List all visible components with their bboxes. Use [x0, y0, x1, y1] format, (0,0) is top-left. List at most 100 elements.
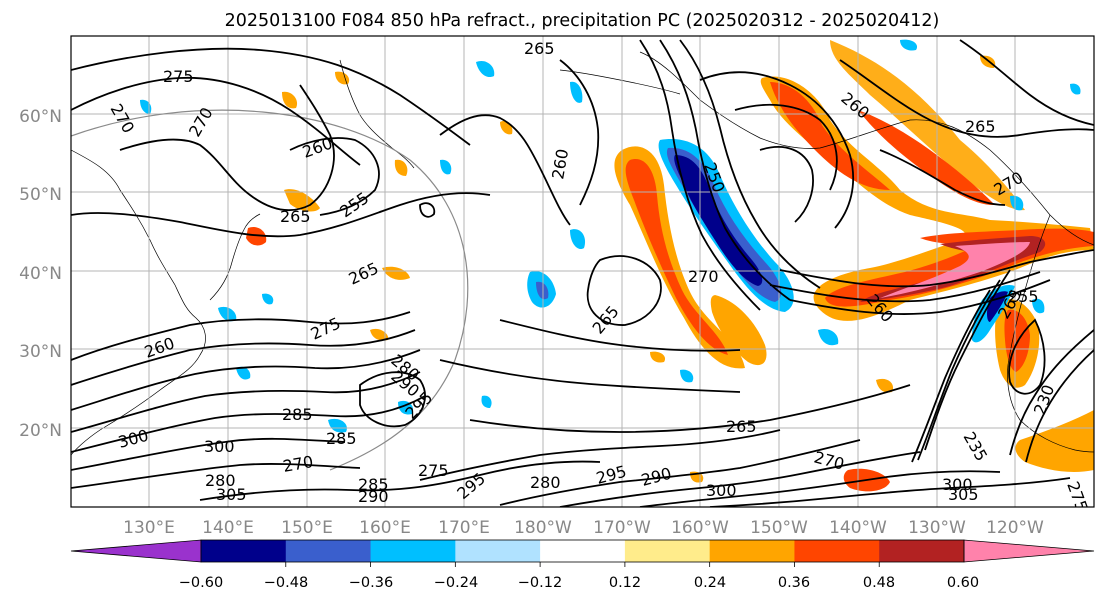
- lat-label: 60°N: [19, 107, 62, 127]
- contour-line: [639, 470, 1001, 507]
- precip-negative-region: [1070, 83, 1081, 95]
- contour-line: [659, 39, 791, 301]
- precip-positive-region: [1015, 410, 1094, 473]
- contour-line: [119, 84, 335, 212]
- contour-line: [839, 59, 1094, 138]
- colorbar-tick-labels: −0.60 −0.48 −0.36 −0.24 −0.12 0.12 0.24 …: [179, 575, 979, 591]
- contour-line: [734, 103, 838, 191]
- precip-positive-region: [980, 55, 996, 68]
- contour-line: [917, 279, 1001, 461]
- precip-positive-region: [282, 91, 298, 109]
- contour-label: 275: [418, 461, 449, 480]
- contour-line: [769, 271, 1041, 303]
- contour-line: [71, 311, 411, 361]
- lon-label: 140°E: [202, 518, 254, 538]
- colorbar-extend-high: [963, 539, 1095, 563]
- precip-negative-region: [440, 159, 452, 175]
- colorbar-tick-label: 0.48: [863, 575, 895, 591]
- colorbar-tick-label: −0.60: [179, 575, 223, 591]
- precip-negative-region: [262, 293, 274, 305]
- precip-positive-region: [858, 110, 995, 206]
- colorbar-tick-label: −0.24: [434, 575, 478, 591]
- colorbar-segment: [540, 540, 626, 562]
- precip-positive-region: [394, 159, 408, 176]
- precip-negative-region: [476, 60, 495, 78]
- precip-negative-region: [1010, 195, 1024, 211]
- contour-label: 300: [942, 475, 973, 494]
- contour-line: [779, 249, 1094, 288]
- precip-positive-region: [876, 378, 894, 393]
- coastline-na-west: [1007, 214, 1094, 453]
- precip-negative-region: [140, 99, 152, 114]
- precip-positive-region: [830, 40, 1025, 211]
- colorbar-tick-label: −0.12: [518, 575, 562, 591]
- lon-label: 130°W: [908, 518, 966, 538]
- contour-line: [586, 255, 662, 326]
- contour-line: [439, 114, 571, 226]
- lat-label: 30°N: [19, 342, 62, 362]
- contour-label: 305: [948, 485, 979, 504]
- contour-label: 275: [163, 67, 194, 86]
- contour-label: 265: [280, 207, 311, 226]
- lon-axis: 130°E 140°E 150°E 160°E 170°E 180°W 170°…: [123, 518, 1044, 538]
- contour-label: 265: [965, 117, 996, 136]
- contour-label: 270: [688, 267, 719, 286]
- colorbar-segment: [285, 540, 372, 562]
- lon-label: 160°W: [671, 518, 729, 538]
- contour-line: [1009, 329, 1094, 456]
- precip-negative-region: [570, 229, 586, 250]
- contour-line: [559, 451, 921, 507]
- precip-negative-region: [900, 39, 918, 51]
- contour-line: [699, 71, 854, 229]
- contour-line: [71, 371, 421, 433]
- lon-label: 150°W: [750, 518, 808, 538]
- colorbar-segment: [201, 540, 287, 562]
- coastline-alaska: [639, 51, 1094, 246]
- contour-line: [879, 149, 1006, 206]
- colorbar-extend-low: [70, 539, 202, 563]
- precip-positive-region: [370, 328, 389, 341]
- contour-line: [199, 460, 601, 501]
- contour-line: [71, 463, 361, 489]
- coastline-japan: [209, 213, 261, 301]
- lon-label: 160°E: [359, 518, 411, 538]
- contour-line: [71, 192, 491, 238]
- precip-positive-region: [284, 189, 320, 212]
- contour-line: [71, 76, 361, 166]
- contour-line: [709, 477, 1071, 507]
- contour-line: [639, 39, 761, 311]
- precip-positive-region: [880, 242, 1030, 298]
- contour-line: [71, 395, 426, 453]
- contour-line: [759, 146, 814, 223]
- contour-label: 265: [524, 39, 555, 58]
- contour-label: 280: [205, 471, 236, 490]
- contour-line: [924, 269, 1011, 451]
- contour-line: [419, 429, 781, 481]
- contour-line: [559, 59, 600, 206]
- contour-line: [71, 349, 421, 411]
- contour-label: 255: [1008, 287, 1039, 306]
- colorbar-segment: [794, 540, 880, 562]
- colorbar-tick-label: 0.24: [694, 575, 726, 591]
- precip-negative-region: [680, 369, 694, 383]
- contour-line: [499, 319, 741, 352]
- contour-layer: [71, 39, 1094, 507]
- contour-line: [499, 439, 861, 506]
- lon-label: 140°W: [829, 518, 887, 538]
- contour-line: [71, 437, 346, 471]
- lat-axis: 60°N 50°N 40°N 30°N 20°N: [19, 107, 62, 441]
- precip-negative-region: [481, 395, 492, 408]
- precip-negative-region: [674, 155, 763, 286]
- contour-line: [359, 371, 426, 428]
- contour-line: [1025, 349, 1094, 463]
- colorbar-tick-label: 0.12: [609, 575, 641, 591]
- precip-negative-region: [1032, 298, 1045, 314]
- contour-line: [789, 279, 1051, 315]
- contour-line: [71, 47, 471, 146]
- contour-label: 285: [326, 429, 357, 448]
- lat-label: 20°N: [19, 421, 62, 441]
- precip-positive-region: [335, 71, 350, 85]
- colorbar-segment: [370, 540, 456, 562]
- contour-label: 305: [216, 485, 247, 504]
